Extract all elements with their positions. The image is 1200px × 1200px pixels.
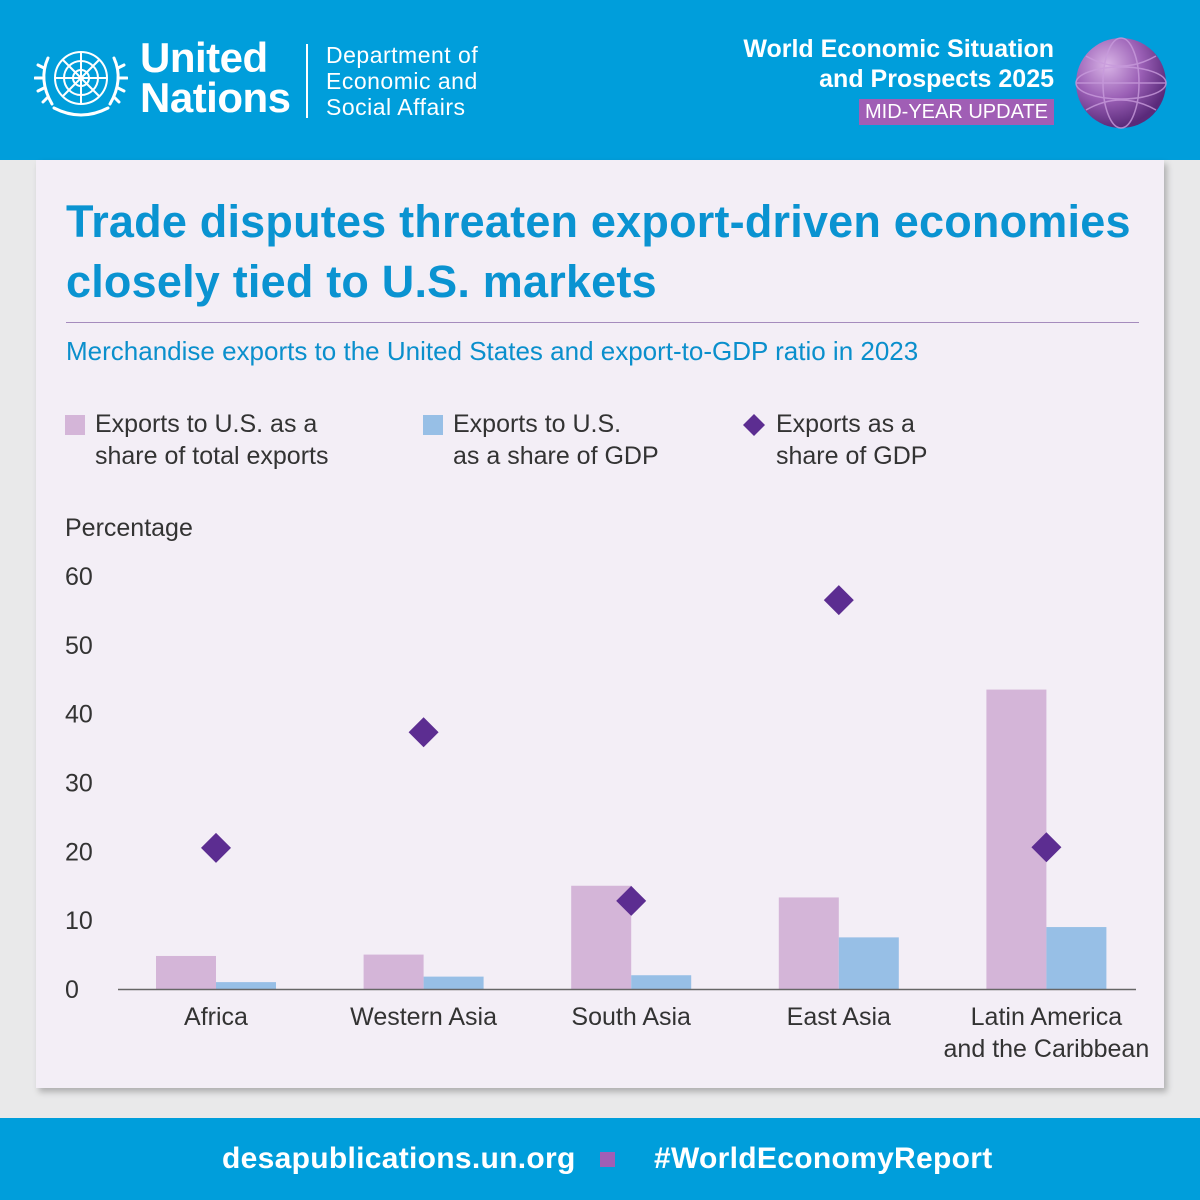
bar-share-gdp-us: [423, 976, 484, 989]
legend-label-line2: share of total exports: [95, 442, 329, 470]
legend-swatch-share-gdp-us: [423, 415, 443, 435]
un-wordmark: United Nations: [140, 34, 291, 121]
globe-icon: [1075, 37, 1167, 129]
bar-share-gdp-us: [631, 975, 692, 989]
department-name: Department of Economic and Social Affair…: [326, 42, 478, 120]
footer-website-link[interactable]: desapublications.un.org: [222, 1142, 576, 1175]
un-wordmark-line1: United: [140, 34, 268, 81]
title-divider: [66, 322, 1139, 323]
y-tick-label: 10: [65, 907, 93, 935]
y-tick-label: 20: [65, 838, 93, 866]
bar-share-total-exports: [156, 955, 216, 989]
legend-label-line1: Exports to U.S.: [453, 410, 622, 438]
diamond-marker-exports-share-gdp: [201, 832, 231, 863]
header-divider: [306, 44, 308, 118]
x-category-label: East Asia: [787, 1003, 891, 1031]
bar-share-total-exports: [986, 689, 1047, 989]
report-title-line1: World Economic Situation: [743, 35, 1054, 63]
mid-year-update-badge: MID-YEAR UPDATE: [859, 99, 1054, 125]
footer-separator-square: [600, 1152, 615, 1167]
legend-label-line1: Exports as a: [776, 410, 915, 438]
chart-plot-area: Percentage 0 10 20 30 40 50 60 Africa Western Asi…: [65, 514, 1150, 1063]
un-wordmark-line2: Nations: [140, 74, 291, 121]
x-category-label: South Asia: [571, 1003, 691, 1031]
legend-label-line1: Exports to U.S. as a: [95, 410, 318, 438]
y-tick-label: 30: [65, 770, 93, 798]
report-title: World Economic Situation and Prospects 2…: [743, 34, 1054, 94]
un-emblem-icon: [34, 51, 128, 117]
bar-share-total-exports: [778, 897, 839, 989]
bar-share-total-exports: [363, 954, 424, 989]
y-tick-label: 50: [65, 632, 93, 660]
y-axis-label: Percentage: [65, 514, 193, 542]
diamond-marker-exports-share-gdp: [823, 585, 854, 616]
legend-swatch-share-total-exports: [65, 415, 85, 435]
x-category-label: and the Caribbean: [944, 1035, 1150, 1063]
footer-banner: desapublications.un.org #WorldEconomyRep…: [0, 1118, 1200, 1200]
header-banner: United Nations Department of Economic an…: [0, 0, 1200, 160]
diamond-marker-exports-share-gdp: [1031, 832, 1062, 863]
legend-diamond-shape: [743, 414, 765, 436]
diamond-marker-exports-share-gdp: [408, 717, 439, 748]
legend-diamond-marker: [743, 414, 765, 436]
department-name-line2: Economic and: [326, 68, 478, 94]
department-name-line3: Social Affairs: [326, 94, 466, 120]
bar-share-gdp-us: [838, 937, 899, 989]
bar-share-gdp-us: [1046, 927, 1107, 989]
chart-subtitle: Merchandise exports to the United States…: [66, 336, 919, 366]
department-name-line1: Department of: [326, 42, 479, 68]
chart-card: Trade disputes threaten export-driven ec…: [36, 160, 1164, 1088]
x-category-label: Africa: [184, 1003, 248, 1031]
report-title-line2: and Prospects 2025: [819, 65, 1054, 93]
chart-title: Trade disputes threaten export-driven ec…: [66, 196, 1131, 307]
footer-hashtag[interactable]: #WorldEconomyReport: [654, 1142, 993, 1175]
y-tick-label: 60: [65, 563, 93, 591]
y-tick-label: 0: [65, 976, 79, 1004]
diamond-marker-exports-share-gdp: [616, 885, 647, 916]
y-tick-label: 40: [65, 701, 93, 729]
legend-label-line2: share of GDP: [776, 442, 928, 470]
x-category-label: Latin America: [971, 1003, 1123, 1031]
x-category-label: Western Asia: [350, 1003, 497, 1031]
bar-share-gdp-us: [216, 982, 276, 989]
legend-label-line2: as a share of GDP: [453, 442, 659, 470]
